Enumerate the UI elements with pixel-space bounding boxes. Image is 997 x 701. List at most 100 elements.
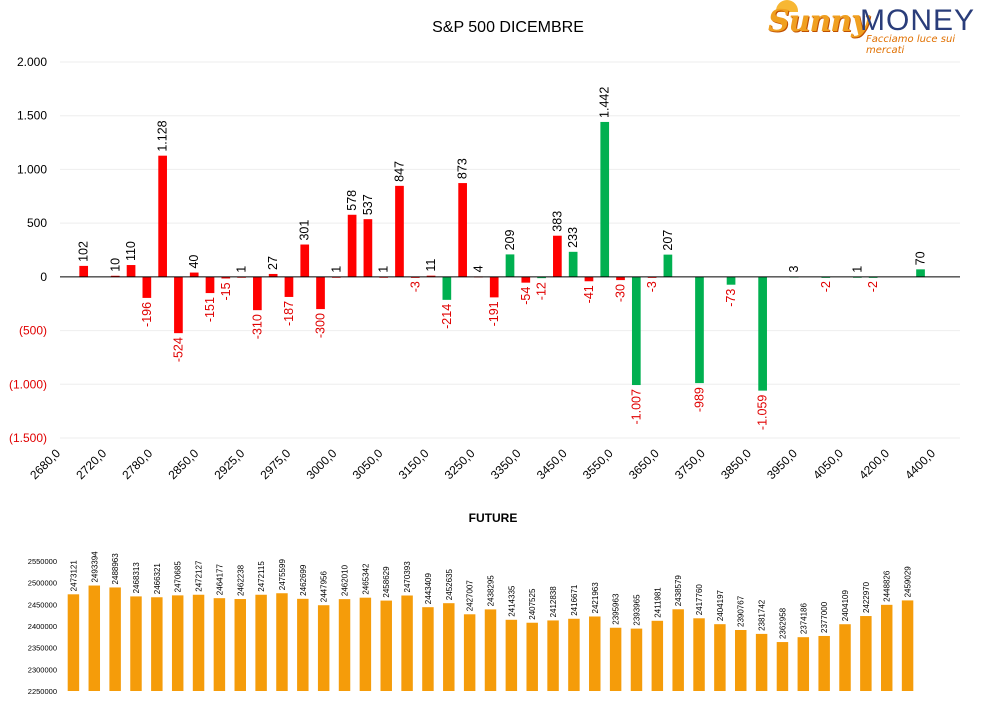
future-bar-label: 2462010 <box>341 564 350 596</box>
future-bar-label: 2472115 <box>257 561 266 592</box>
x-tick-label: 4400,0 <box>902 446 938 482</box>
bar-data-label: -1.059 <box>756 395 770 430</box>
future-bar-label: 2475599 <box>278 559 287 591</box>
bar-strike <box>205 276 215 294</box>
bar-strike <box>537 276 546 279</box>
y-tick-label: 500 <box>27 216 47 230</box>
bar-strike <box>426 275 436 277</box>
bar-data-label: 578 <box>345 190 359 211</box>
future-bar <box>297 598 309 691</box>
x-tick-label: 3650,0 <box>626 446 662 482</box>
bar-data-label: 537 <box>361 194 375 215</box>
bar-strike <box>505 254 515 277</box>
bar-data-label: -214 <box>440 304 454 329</box>
future-bar <box>735 630 747 691</box>
future-bar <box>547 620 559 691</box>
x-tick-label: 3750,0 <box>672 446 708 482</box>
bar-data-label: -41 <box>582 285 596 303</box>
bar-data-label: -2 <box>819 281 833 292</box>
future-bar <box>797 637 810 691</box>
future-bar-label: 2411981 <box>653 587 662 618</box>
bar-data-label: -310 <box>250 314 264 339</box>
future-bar <box>693 618 705 691</box>
sun-icon <box>776 0 798 12</box>
bar-data-label: 102 <box>77 241 91 262</box>
future-bar-label: 2464177 <box>215 563 224 595</box>
future-bar-label: 2393965 <box>632 594 641 626</box>
future-bar-label: 2414335 <box>507 585 516 617</box>
future-bar-label: 2416671 <box>570 584 579 616</box>
bar-strike <box>726 276 736 285</box>
bar-data-label: -3 <box>645 281 659 292</box>
future-bar <box>484 609 497 691</box>
future-bar-label: 2377000 <box>820 601 829 633</box>
bar-data-label: 233 <box>566 227 580 248</box>
future-bar-label: 2404197 <box>716 589 725 621</box>
future-y-tick-label: 2500000 <box>28 579 57 588</box>
bar-data-label: 27 <box>266 256 280 270</box>
bar-data-label: 1 <box>329 266 343 273</box>
future-bar <box>109 587 121 691</box>
bar-data-label: -989 <box>692 387 706 412</box>
future-bar <box>776 642 789 691</box>
bar-strike <box>126 265 136 277</box>
y-tick-label: 0 <box>40 270 47 284</box>
y-tick-label: 1.500 <box>17 109 47 123</box>
bar-data-label: -300 <box>314 313 328 338</box>
bar-strike <box>316 276 325 310</box>
future-bar-label: 2465342 <box>361 563 370 595</box>
future-bar-label: 2421963 <box>591 582 600 614</box>
bar-strike <box>158 155 167 277</box>
bar-strike <box>553 235 562 277</box>
bar-data-label: -187 <box>282 301 296 326</box>
x-tick-label: 3550,0 <box>580 446 616 482</box>
bar-data-label: -2 <box>866 281 880 292</box>
bar-data-label: 301 <box>298 220 312 241</box>
future-bar <box>880 604 893 691</box>
bar-data-label: -196 <box>140 302 154 327</box>
future-bar <box>526 622 538 691</box>
bar-data-label: 209 <box>503 230 517 251</box>
future-y-tick-label: 2350000 <box>28 644 57 653</box>
future-bar <box>422 607 434 691</box>
future-bar-label: 2468313 <box>132 562 141 594</box>
x-tick-label: 3950,0 <box>764 446 800 482</box>
x-tick-label: 3000,0 <box>304 446 340 482</box>
future-bar-label: 2472127 <box>195 560 204 592</box>
future-bar <box>213 598 226 691</box>
bar-strike <box>695 276 704 384</box>
future-y-tick-label: 2250000 <box>28 687 57 696</box>
bar-data-label: 1 <box>235 266 249 273</box>
bar-strike <box>758 276 767 391</box>
bar-data-label: 1.442 <box>598 87 612 118</box>
future-bar-label: 2407525 <box>528 588 537 620</box>
bar-data-label: -12 <box>535 282 549 300</box>
future-bar-label: 2447956 <box>320 571 329 603</box>
future-bar <box>234 599 246 691</box>
bar-strike <box>521 276 531 283</box>
future-bar-label: 2438295 <box>487 575 496 607</box>
future-bar-label: 2473121 <box>69 560 78 592</box>
sunny-money-logo: Sunny MONEY Facciamo luce sui mercati <box>768 0 993 56</box>
future-bar-label: 2427007 <box>466 580 475 612</box>
future-bar <box>338 599 351 691</box>
future-bar <box>317 605 330 691</box>
bar-strike <box>442 276 452 300</box>
bar-data-label: 847 <box>392 161 406 182</box>
bar-data-label: -73 <box>724 289 738 307</box>
future-bar-label: 2459029 <box>904 566 913 598</box>
x-tick-label: 4200,0 <box>856 446 892 482</box>
bar-data-label: 1.128 <box>156 120 170 151</box>
future-bar <box>276 593 288 691</box>
bar-data-label: 1 <box>850 266 864 273</box>
bar-strike <box>110 275 120 277</box>
bar-strike <box>347 214 357 277</box>
y-tick-label: 1.000 <box>17 162 47 176</box>
future-y-tick-label: 2450000 <box>28 600 57 609</box>
bar-data-label: 873 <box>456 158 470 179</box>
future-bar <box>589 616 601 691</box>
bar-data-label: 383 <box>550 211 564 232</box>
bar-strike <box>300 244 310 277</box>
x-tick-label: 2680,0 <box>27 446 63 482</box>
future-bar <box>88 585 101 691</box>
